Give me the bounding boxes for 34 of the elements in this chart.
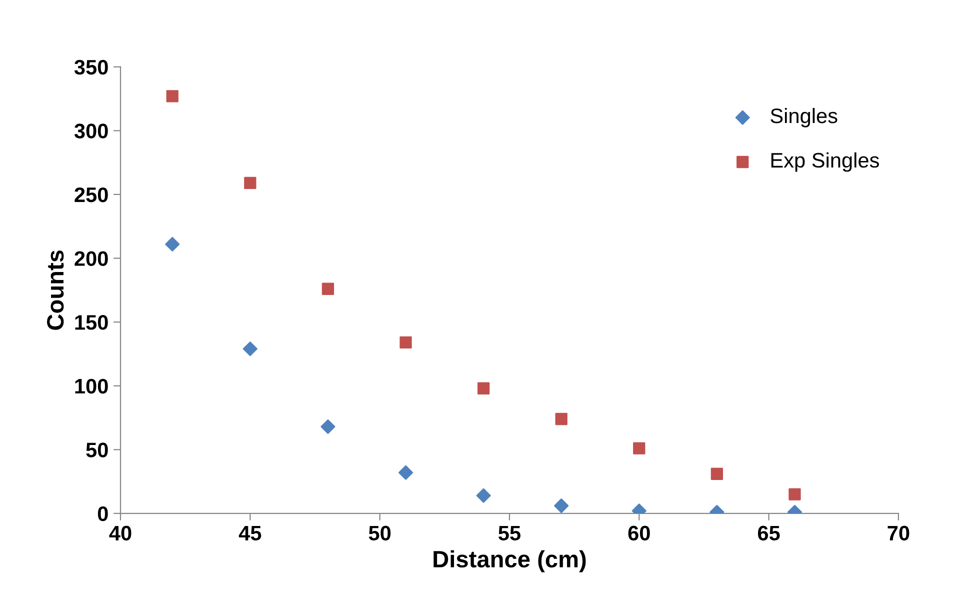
x-tick-label: 65: [758, 526, 780, 541]
y-tick-label: 150: [75, 315, 108, 330]
y-tick-label: 250: [74, 187, 108, 202]
x-tick-label: 40: [109, 526, 132, 541]
x-tick-label: 45: [238, 526, 262, 541]
x-tick-label: 60: [628, 526, 650, 541]
y-tick-label: 100: [75, 378, 108, 394]
point: [788, 488, 801, 500]
point: [400, 336, 412, 349]
point: [322, 282, 334, 295]
y-axis-title: Counts: [46, 250, 64, 330]
point: [633, 442, 646, 454]
point: [244, 176, 256, 190]
y-tick-label: 0: [98, 506, 108, 522]
legend-label: Exp Singles: [771, 152, 879, 172]
point: [710, 468, 723, 480]
x-axis-title: Distance (cm): [434, 550, 586, 572]
y-tick-label: 50: [86, 442, 108, 458]
point: [476, 488, 491, 503]
point: [398, 465, 414, 480]
x-tick-label: 50: [368, 526, 391, 541]
point: [166, 90, 178, 102]
x-tick-label: 55: [498, 526, 520, 541]
y-tick-label: 300: [74, 124, 108, 138]
legend-label: Singles: [770, 108, 838, 128]
point: [242, 342, 258, 356]
point: [554, 498, 569, 514]
y-tick-label: 350: [74, 60, 108, 75]
point: [555, 412, 568, 426]
point: [477, 382, 490, 394]
x-tick-label: 70: [888, 526, 910, 541]
y-tick-label: 200: [74, 251, 108, 266]
point: [165, 236, 180, 252]
point: [320, 419, 336, 434]
